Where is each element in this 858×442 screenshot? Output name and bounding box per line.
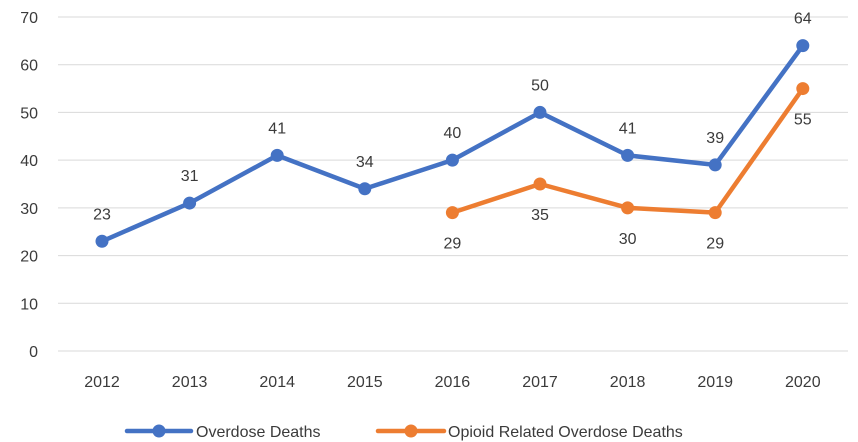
series-1-data-label: 35 [531, 207, 549, 224]
legend: Overdose Deaths Opioid Related Overdose D… [124, 424, 683, 441]
gridlines [58, 16, 848, 352]
legend-label: Overdose Deaths [196, 424, 321, 441]
series-0-data-label: 31 [181, 168, 199, 185]
series-0-data-label: 23 [93, 206, 111, 223]
series-0-data-label: 41 [268, 120, 286, 137]
series-0-data-label: 41 [619, 120, 637, 137]
legend-label: Opioid Related Overdose Deaths [448, 424, 683, 441]
series-0-point [270, 148, 284, 162]
y-tick-label: 70 [20, 10, 38, 27]
series-0-point [621, 148, 635, 162]
series-1-point [445, 206, 459, 220]
series-0-data-label: 39 [706, 130, 724, 147]
y-tick-label: 60 [20, 58, 38, 75]
series-0-data-label: 64 [794, 11, 812, 28]
y-tick-label: 10 [20, 296, 38, 313]
series-1-data-label: 29 [706, 236, 724, 253]
series-1-point [708, 206, 722, 220]
series-0-point [183, 196, 197, 210]
series-0-point [708, 158, 722, 172]
data-labels: 23 31 41 34 40 50 41 39 64 29 35 30 29 55 [93, 11, 812, 253]
series-1-point [621, 201, 635, 215]
x-tick-label: 2015 [347, 374, 383, 391]
y-axis-tick-labels: 0 10 20 30 40 50 60 70 [20, 10, 38, 361]
series-1-data-label: 55 [794, 112, 812, 129]
series-1-data-label: 29 [444, 236, 462, 253]
series-0-data-label: 50 [531, 77, 549, 94]
series-0-point [95, 234, 109, 248]
x-axis-tick-labels: 2012 2013 2014 2015 2016 2017 2018 2019 2020 [84, 374, 820, 391]
y-tick-label: 0 [29, 344, 38, 361]
x-tick-label: 2014 [259, 374, 295, 391]
legend-item-0: Overdose Deaths [124, 424, 321, 441]
series-lines [95, 39, 810, 248]
series-0-point [796, 39, 810, 53]
x-tick-label: 2016 [435, 374, 471, 391]
y-tick-label: 40 [20, 153, 38, 170]
series-0-data-label: 34 [356, 154, 374, 171]
x-tick-label: 2013 [172, 374, 208, 391]
series-0-data-label: 40 [444, 125, 462, 142]
y-tick-label: 20 [20, 249, 38, 266]
series-1-point [533, 177, 547, 191]
series-0-point [358, 182, 372, 196]
x-tick-label: 2019 [697, 374, 733, 391]
x-tick-label: 2020 [785, 374, 821, 391]
series-0-point [445, 153, 459, 167]
x-tick-label: 2012 [84, 374, 120, 391]
series-0-point [533, 105, 547, 119]
x-tick-label: 2017 [522, 374, 558, 391]
y-tick-label: 50 [20, 105, 38, 122]
series-1-data-label: 30 [619, 231, 637, 248]
y-tick-label: 30 [20, 201, 38, 218]
legend-swatch-marker [404, 424, 418, 438]
series-1-point [796, 82, 810, 96]
x-tick-label: 2018 [610, 374, 646, 391]
legend-swatch-marker [152, 424, 166, 438]
legend-item-1: Opioid Related Overdose Deaths [375, 424, 683, 441]
